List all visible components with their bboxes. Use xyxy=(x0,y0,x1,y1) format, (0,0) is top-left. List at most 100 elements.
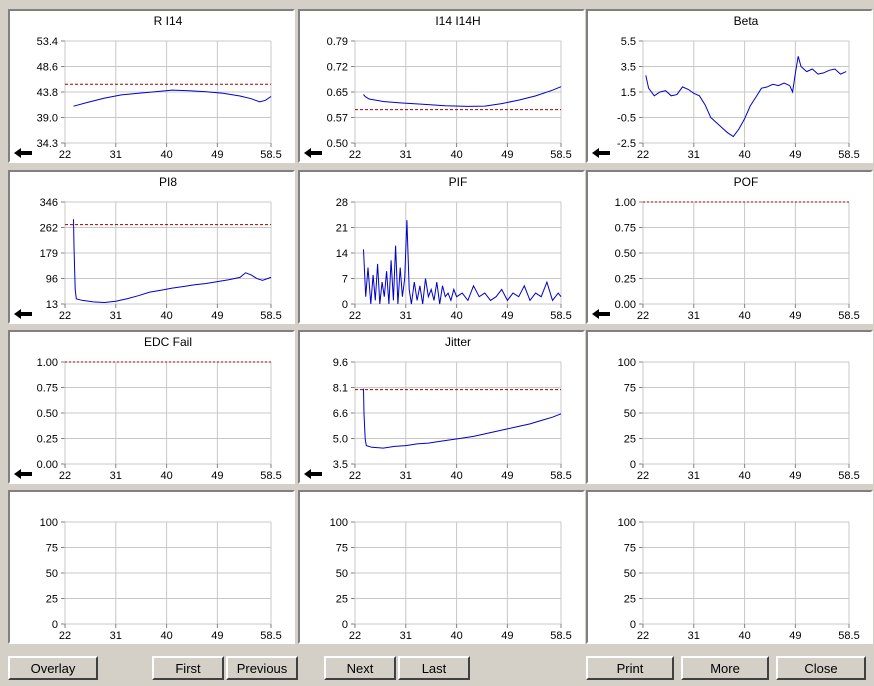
y-tick-label: 0 xyxy=(630,459,636,471)
y-tick-label: 0.50 xyxy=(37,408,58,420)
y-tick-label: 21 xyxy=(336,223,348,235)
y-tick-label: 50 xyxy=(336,568,348,580)
x-tick-label: 22 xyxy=(349,310,361,322)
chart-panel: 100 75 50 25 0 22 31 40 49 58.5 xyxy=(586,490,873,644)
back-arrow-icon[interactable] xyxy=(303,147,323,159)
x-tick-label: 22 xyxy=(349,470,361,482)
series-line xyxy=(363,388,562,449)
chart-svg: 100 75 50 25 022 31 40 49 58.5 xyxy=(330,517,572,642)
y-tick-label: 75 xyxy=(624,383,636,395)
chart-svg: 100 75 50 25 022 31 40 49 58.5 xyxy=(618,517,860,642)
chart-svg: Beta 5.5 3.5 1.5 -0.5 -2.522 31 40 49 58.5 xyxy=(591,14,860,161)
y-tick-label: 6.6 xyxy=(333,408,348,420)
x-tick-label: 22 xyxy=(637,310,649,322)
y-tick-label: 0.79 xyxy=(327,36,348,48)
close-button[interactable]: Close xyxy=(776,656,866,680)
print-button[interactable]: Print xyxy=(586,656,674,680)
x-tick-label: 22 xyxy=(637,470,649,482)
x-tick-label: 40 xyxy=(738,630,750,642)
y-tick-label: 14 xyxy=(336,248,348,260)
back-arrow-icon[interactable] xyxy=(591,308,611,320)
y-tick-label: 0.57 xyxy=(327,113,348,125)
x-tick-label: 22 xyxy=(59,470,71,482)
x-tick-label: 49 xyxy=(501,470,513,482)
next-button[interactable]: Next xyxy=(324,656,396,680)
y-tick-label: 43.8 xyxy=(37,87,58,99)
x-tick-label: 49 xyxy=(211,470,223,482)
y-tick-label: 5.5 xyxy=(621,36,636,48)
y-tick-label: 28 xyxy=(336,197,348,209)
x-tick-label: 40 xyxy=(738,310,750,322)
y-tick-label: 3.5 xyxy=(621,62,636,74)
y-tick-label: 0.00 xyxy=(615,299,636,311)
y-tick-label: 0.50 xyxy=(615,248,636,260)
x-tick-label: 22 xyxy=(349,149,361,161)
x-tick-label: 40 xyxy=(450,630,462,642)
x-tick-label: 58.5 xyxy=(838,470,859,482)
series-line xyxy=(363,220,562,305)
previous-button[interactable]: Previous xyxy=(226,656,298,680)
chart-title: I14 I14H xyxy=(435,14,480,28)
x-tick-label: 22 xyxy=(59,630,71,642)
y-tick-label: -2.5 xyxy=(617,138,636,150)
arrow-shape xyxy=(14,309,32,319)
y-tick-label: 0.75 xyxy=(37,383,58,395)
x-tick-label: 31 xyxy=(110,630,122,642)
chart-title: Jitter xyxy=(445,335,471,349)
y-tick-label: 1.5 xyxy=(621,87,636,99)
y-tick-label: 25 xyxy=(624,594,636,606)
overlay-button[interactable]: Overlay xyxy=(8,656,98,680)
series-line xyxy=(645,56,847,138)
y-tick-label: 25 xyxy=(624,434,636,446)
x-tick-label: 40 xyxy=(160,630,172,642)
chart-title: EDC Fail xyxy=(144,335,192,349)
chart-panel: PI8 346 262 179 96 13 22 31 40 49 58.5 xyxy=(8,170,295,324)
y-tick-label: 39.0 xyxy=(37,113,58,125)
x-tick-label: 31 xyxy=(110,310,122,322)
back-arrow-icon[interactable] xyxy=(13,468,33,480)
more-button[interactable]: More xyxy=(681,656,769,680)
x-tick-label: 49 xyxy=(789,630,801,642)
x-tick-label: 40 xyxy=(160,470,172,482)
y-tick-label: 346 xyxy=(40,197,58,209)
chart-title: PI8 xyxy=(159,175,177,189)
y-tick-label: 9.6 xyxy=(333,357,348,369)
x-tick-label: 31 xyxy=(688,149,700,161)
x-tick-label: 31 xyxy=(110,470,122,482)
x-tick-label: 31 xyxy=(400,470,412,482)
y-tick-label: 50 xyxy=(624,568,636,580)
x-tick-label: 49 xyxy=(789,149,801,161)
back-arrow-icon[interactable] xyxy=(303,468,323,480)
chart-panel: 100 75 50 25 0 22 31 40 49 58.5 xyxy=(298,490,585,644)
chart-svg: 100 75 50 25 022 31 40 49 58.5 xyxy=(40,517,282,642)
first-button[interactable]: First xyxy=(152,656,224,680)
x-tick-label: 49 xyxy=(789,310,801,322)
y-tick-label: 0.50 xyxy=(327,138,348,150)
x-tick-label: 49 xyxy=(211,630,223,642)
chart-panel: EDC Fail 1.00 0.75 0.50 0.25 0.00 22 31 40 49 58.5 xyxy=(8,330,295,484)
back-arrow-icon[interactable] xyxy=(13,308,33,320)
x-tick-label: 31 xyxy=(688,630,700,642)
x-tick-label: 49 xyxy=(789,470,801,482)
back-arrow-icon[interactable] xyxy=(13,147,33,159)
y-tick-label: 75 xyxy=(336,543,348,555)
y-tick-label: 0 xyxy=(342,299,348,311)
x-tick-label: 58.5 xyxy=(550,630,571,642)
chart-panel: Jitter 9.6 8.1 6.6 5.0 3.5 22 31 40 49 58.5 xyxy=(298,330,585,484)
last-button[interactable]: Last xyxy=(398,656,470,680)
x-tick-label: 58.5 xyxy=(838,310,859,322)
chart-panel: 100 75 50 25 0 22 31 40 49 58.5 xyxy=(586,330,873,484)
series-line xyxy=(73,219,272,304)
x-tick-label: 49 xyxy=(501,149,513,161)
y-tick-label: 50 xyxy=(624,408,636,420)
x-tick-label: 31 xyxy=(400,149,412,161)
y-tick-label: 75 xyxy=(46,543,58,555)
x-tick-label: 31 xyxy=(110,149,122,161)
y-tick-label: 0.00 xyxy=(37,459,58,471)
series-line xyxy=(73,89,272,107)
back-arrow-icon[interactable] xyxy=(591,147,611,159)
y-tick-label: 0.75 xyxy=(615,223,636,235)
y-tick-label: 100 xyxy=(40,517,58,529)
